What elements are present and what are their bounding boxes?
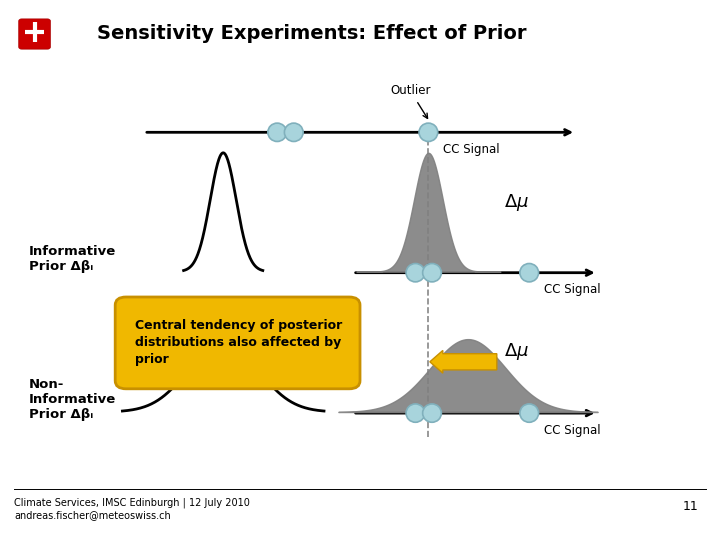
Text: $\Delta\mu$: $\Delta\mu$ xyxy=(504,341,529,361)
Ellipse shape xyxy=(423,264,441,282)
Text: Climate Services, IMSC Edinburgh | 12 July 2010: Climate Services, IMSC Edinburgh | 12 Ju… xyxy=(14,498,251,508)
Ellipse shape xyxy=(406,264,425,282)
Ellipse shape xyxy=(406,404,425,422)
Ellipse shape xyxy=(284,123,303,141)
Ellipse shape xyxy=(268,123,287,141)
Text: andreas.fischer@meteoswiss.ch: andreas.fischer@meteoswiss.ch xyxy=(14,510,171,521)
FancyArrow shape xyxy=(430,350,497,373)
Text: CC Signal: CC Signal xyxy=(544,423,600,437)
Text: CC Signal: CC Signal xyxy=(443,143,500,156)
Text: Informative
Prior Δβᵢ: Informative Prior Δβᵢ xyxy=(29,245,116,273)
Ellipse shape xyxy=(520,404,539,422)
Ellipse shape xyxy=(520,264,539,282)
Text: Central tendency of posterior
distributions also affected by
prior: Central tendency of posterior distributi… xyxy=(135,319,342,367)
Text: Non-
Informative
Prior Δβᵢ: Non- Informative Prior Δβᵢ xyxy=(29,378,116,421)
FancyBboxPatch shape xyxy=(115,297,360,389)
Ellipse shape xyxy=(419,123,438,141)
Text: Outlier: Outlier xyxy=(390,84,431,118)
Ellipse shape xyxy=(423,404,441,422)
Text: $\Delta\mu$: $\Delta\mu$ xyxy=(504,192,529,213)
Text: 11: 11 xyxy=(683,500,698,512)
Text: Sensitivity Experiments: Effect of Prior: Sensitivity Experiments: Effect of Prior xyxy=(97,24,527,43)
Text: CC Signal: CC Signal xyxy=(544,283,600,296)
FancyBboxPatch shape xyxy=(19,19,50,49)
